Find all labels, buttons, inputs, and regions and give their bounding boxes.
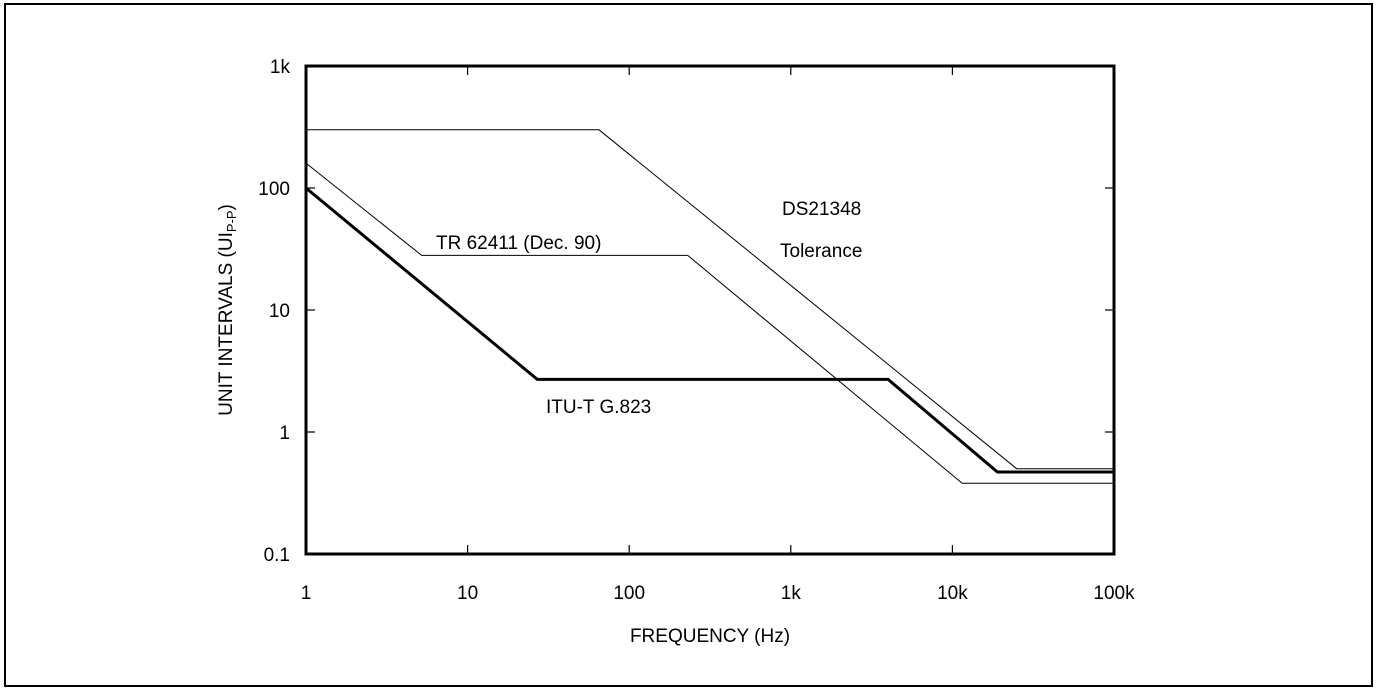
y-tick-label: 1k: [270, 57, 291, 78]
x-tick-label: 1: [301, 583, 312, 604]
tr62411-label: TR 62411 (Dec. 90): [436, 233, 601, 254]
x-tick-label: 10k: [937, 583, 968, 604]
y-tick-label: 1: [279, 423, 290, 444]
series-line-g823: [305, 186, 1114, 474]
label-layer: FREQUENCY (Hz) UNIT INTERVALS (UIP-P) DS…: [216, 199, 862, 647]
series-line-ds21348: [306, 129, 1114, 470]
x-tick-label: 10: [457, 583, 478, 604]
x-tick-label: 1k: [781, 583, 802, 604]
y-axis-label-sub: P-P: [224, 210, 239, 232]
y-tick-label: 0.1: [264, 545, 290, 566]
y-axis-label-main: UNIT INTERVALS (UI: [216, 232, 237, 416]
chart-frame: [4, 3, 1373, 687]
y-axis-label: UNIT INTERVALS (UIP-P): [216, 204, 239, 416]
y-tick-label: 100: [258, 179, 290, 200]
y-axis-label-close: ): [216, 204, 237, 210]
series-line-tr62411: [305, 162, 1114, 484]
x-tick-label: 100: [613, 583, 645, 604]
x-axis-label: FREQUENCY (Hz): [630, 626, 790, 647]
series-layer: [305, 129, 1114, 484]
x-tick-label: 100k: [1093, 583, 1135, 604]
tick-layer: 1 10 100 1k 10k 100k 0.1 1 10 100 1k: [258, 57, 1135, 604]
ds21348-label: DS21348: [782, 199, 861, 220]
y-tick-label: 10: [269, 301, 290, 322]
g823-label: ITU-T G.823: [546, 397, 651, 418]
ds21348-tolerance-label: Tolerance: [780, 241, 862, 262]
plot-area: [304, 64, 1116, 556]
